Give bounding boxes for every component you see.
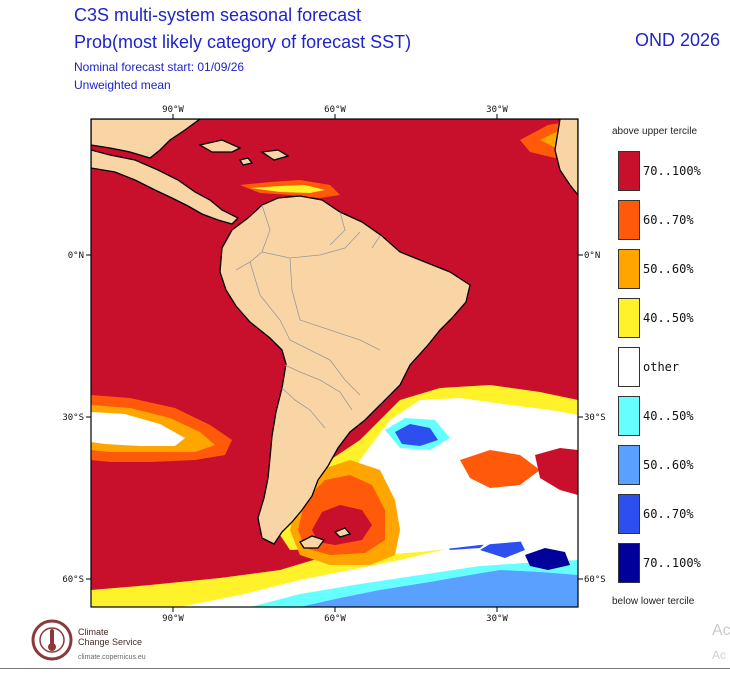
forecast-start-text: Nominal forecast start: 01/09/26 <box>74 60 245 74</box>
legend-swatch <box>618 396 640 436</box>
legend-item: 40..50% <box>618 396 694 436</box>
lon-tick-top-1: 60°W <box>324 105 346 115</box>
lat-tick-left-1: 30°S <box>62 413 84 423</box>
caribbean-yellow-strip <box>250 185 325 193</box>
legend-swatch <box>618 445 640 485</box>
north-america-land <box>91 119 202 159</box>
legend-label: 70..100% <box>643 164 701 178</box>
logo-line-1: Climate <box>78 627 109 637</box>
legend-swatch <box>618 249 640 289</box>
lon-tick-bottom-2: 30°W <box>486 614 508 624</box>
lat-tick-right-2: 60°S <box>584 575 606 585</box>
lon-tick-bottom-0: 90°W <box>162 614 184 624</box>
legend-item: 50..60% <box>618 445 694 485</box>
country-borders <box>235 204 381 429</box>
logo-text: Climate Change Service <box>78 627 142 647</box>
central-america-land <box>91 149 240 225</box>
legend-label: 50..60% <box>643 262 694 276</box>
legend-top-label: above upper tercile <box>612 126 698 137</box>
legend-label: 50..60% <box>643 458 694 472</box>
legend-label: other <box>643 360 680 374</box>
legend-item: 50..60% <box>618 249 694 289</box>
copernicus-logo: Climate Change Service climate.copernicu… <box>30 615 180 665</box>
legend-item: 70..100% <box>618 151 701 191</box>
atlantic-blue-patch <box>395 424 438 446</box>
legend-item: 60..70% <box>618 494 694 534</box>
chart-title: C3S multi-system seasonal forecast <box>74 5 362 25</box>
legend-swatch <box>618 200 640 240</box>
chart-subtitle: Prob(most likely category of forecast SS… <box>74 32 412 52</box>
legend-swatch <box>618 347 640 387</box>
atlantic-east-red-patch <box>535 448 578 495</box>
legend-bottom-label: below lower tercile <box>612 596 695 607</box>
southern-ocean-blue-band <box>300 570 578 607</box>
west-africa-land <box>554 119 578 197</box>
bottom-divider <box>0 668 730 669</box>
lat-tick-left-2: 60°S <box>62 575 84 585</box>
legend-label: 60..70% <box>643 507 694 521</box>
jamaica-land <box>238 157 254 166</box>
lat-tick-right-0: 0°N <box>584 251 600 261</box>
southern-ocean-navy-patch <box>525 548 570 570</box>
legend-swatch <box>618 151 640 191</box>
legend-item: other <box>618 347 679 387</box>
season-label: OND 2026 <box>634 30 720 50</box>
lon-tick-bottom-1: 60°W <box>324 614 346 624</box>
lat-tick-left-0: 0°N <box>68 251 84 261</box>
legend-swatch <box>618 494 640 534</box>
watermark-text-2: Ac <box>712 648 727 662</box>
tierra-del-fuego-land <box>299 535 326 549</box>
south-america-land <box>219 195 471 545</box>
legend-label: 70..100% <box>643 556 701 570</box>
legend-item: 70..100% <box>618 543 701 583</box>
southern-ocean-darkblue-patch <box>480 538 525 558</box>
patagonia-red-core <box>312 505 372 545</box>
mean-type-text: Unweighted mean <box>74 78 171 92</box>
falklands-land <box>333 527 352 538</box>
legend-label: 40..50% <box>643 409 694 423</box>
climate-logo-icon <box>31 619 73 661</box>
watermark-text-1: Ac <box>712 622 730 639</box>
legend-label: 40..50% <box>643 311 694 325</box>
legend-item: 60..70% <box>618 200 694 240</box>
lon-tick-top-0: 90°W <box>162 105 184 115</box>
logo-url: climate.copernicus.eu <box>78 654 146 661</box>
hispaniola-land <box>260 149 290 161</box>
legend-swatch <box>618 298 640 338</box>
cuba-land <box>198 139 242 153</box>
pacific-white-tongue <box>91 412 185 446</box>
logo-line-2: Change Service <box>78 637 143 647</box>
legend-item: 40..50% <box>618 298 694 338</box>
legend-label: 60..70% <box>643 213 694 227</box>
legend-swatch <box>618 543 640 583</box>
axis-tick-marks <box>86 114 583 612</box>
lat-tick-right-1: 30°S <box>584 413 606 423</box>
lon-tick-top-2: 30°W <box>486 105 508 115</box>
atlantic-orange-patch <box>460 450 540 488</box>
